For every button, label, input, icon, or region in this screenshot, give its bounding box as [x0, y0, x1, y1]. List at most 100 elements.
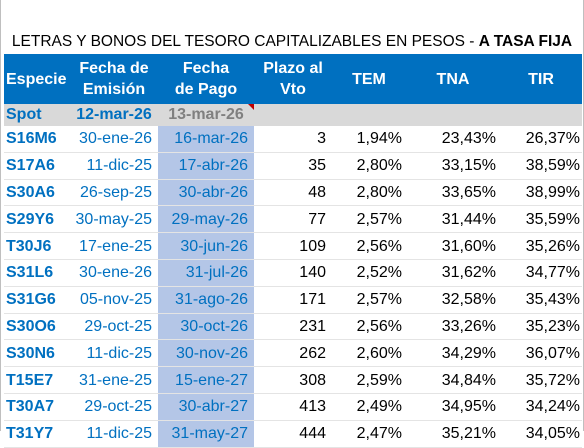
- header-tir: TIR: [500, 54, 582, 104]
- cell-especie: S29Y6: [4, 205, 70, 234]
- cell-especie: S17A6: [4, 152, 70, 180]
- cell-tna: 34,29%: [406, 339, 500, 368]
- table-row: T30A7 29-oct-25 30-abr-27 413 2,49% 34,95% 34,…: [4, 393, 582, 421]
- title-prefix: LETRAS Y BONOS DEL TESORO CAPITALIZABLES…: [11, 33, 479, 50]
- header-especie: Especie: [4, 54, 70, 104]
- spot-fecha-emision: 12-mar-26: [70, 104, 158, 126]
- cell-tem: 2,56%: [332, 232, 406, 260]
- cell-fecha-pago: 31-may-27: [158, 420, 254, 448]
- spot-fecha-pago-value: 13-mar-26: [168, 106, 244, 123]
- cell-plazo: 231: [254, 313, 332, 341]
- table-row: T31Y7 11-dic-25 31-may-27 444 2,47% 35,21% 34,…: [4, 420, 582, 448]
- table-row: T30J6 17-ene-25 30-jun-26 109 2,56% 31,60% 35,…: [4, 232, 582, 260]
- cell-tem: 2,80%: [332, 152, 406, 180]
- cell-fecha-pago: 30-nov-26: [158, 339, 254, 368]
- spot-empty-cell: [406, 104, 500, 126]
- cell-plazo: 109: [254, 232, 332, 260]
- cell-tna: 31,62%: [406, 259, 500, 287]
- cell-tem: 2,47%: [332, 420, 406, 448]
- cell-tna: 33,15%: [406, 152, 500, 180]
- header-fecha-pago-line1: Fecha: [182, 60, 230, 77]
- cell-fecha-emision: 05-nov-25: [70, 286, 158, 314]
- cell-tir: 35,43%: [500, 286, 582, 314]
- spot-empty-cell: [254, 104, 332, 126]
- cell-tna: 33,26%: [406, 313, 500, 341]
- cell-fecha-emision: 17-ene-25: [70, 232, 158, 260]
- cell-tem: 2,80%: [332, 179, 406, 207]
- header-fecha-pago: Fecha de Pago: [158, 54, 254, 104]
- cell-tna: 23,43%: [406, 126, 500, 153]
- cell-tem: 2,57%: [332, 286, 406, 314]
- cell-fecha-pago: 15-ene-27: [158, 366, 254, 394]
- cell-plazo: 140: [254, 259, 332, 287]
- cell-fecha-emision: 30-ene-26: [70, 259, 158, 287]
- cell-tir: 38,59%: [500, 152, 582, 180]
- column-gridline: [0, 0, 1, 431]
- spot-empty-cell: [500, 104, 582, 126]
- cell-tna: 33,65%: [406, 179, 500, 207]
- cell-plazo: 35: [254, 152, 332, 180]
- cell-tir: 35,23%: [500, 313, 582, 341]
- header-fecha-emision-line1: Fecha de: [79, 60, 149, 77]
- header-fecha-pago-line2: de Pago: [174, 81, 238, 98]
- cell-tir: 36,07%: [500, 339, 582, 368]
- cell-especie: S30A6: [4, 179, 70, 207]
- bonds-table: Especie Fecha de Emisión Fecha de Pago Pla…: [4, 54, 582, 448]
- cell-fecha-emision: 29-oct-25: [70, 393, 158, 421]
- title-emphasis: A TASA FIJA: [478, 33, 573, 50]
- cell-fecha-pago: 30-abr-26: [158, 179, 254, 207]
- cell-tir: 34,05%: [500, 420, 582, 448]
- spot-row: Spot 12-mar-26 13-mar-26: [4, 104, 582, 126]
- cell-fecha-emision: 31-ene-25: [70, 366, 158, 394]
- table-row: T15E7 31-ene-25 15-ene-27 308 2,59% 34,84% 35,…: [4, 366, 582, 394]
- table-row: S17A6 11-dic-25 17-abr-26 35 2,80% 33,15% 38,5…: [4, 152, 582, 180]
- cell-fecha-emision: 11-dic-25: [70, 420, 158, 448]
- cell-plazo: 262: [254, 339, 332, 368]
- cell-fecha-pago: 31-jul-26: [158, 259, 254, 287]
- header-row: Especie Fecha de Emisión Fecha de Pago Pla…: [4, 54, 582, 104]
- cell-tir: 34,24%: [500, 393, 582, 421]
- cell-especie: S31G6: [4, 286, 70, 314]
- cell-plazo: 171: [254, 286, 332, 314]
- cell-tir: 35,72%: [500, 366, 582, 394]
- table-title: LETRAS Y BONOS DEL TESORO CAPITALIZABLES…: [0, 30, 584, 54]
- cell-especie: T31Y7: [4, 420, 70, 448]
- cell-tem: 2,52%: [332, 259, 406, 287]
- table-row: S30O6 29-oct-25 30-oct-26 231 2,56% 33,26% 35,…: [4, 313, 582, 341]
- cell-fecha-pago: 29-may-26: [158, 205, 254, 234]
- cell-tem: 2,57%: [332, 205, 406, 234]
- cell-tir: 26,37%: [500, 126, 582, 153]
- cell-fecha-emision: 29-oct-25: [70, 313, 158, 341]
- header-tem: TEM: [332, 54, 406, 104]
- cell-especie: S31L6: [4, 259, 70, 287]
- spot-label: Spot: [4, 104, 70, 126]
- cell-fecha-pago: 16-mar-26: [158, 126, 254, 153]
- cell-tna: 31,44%: [406, 205, 500, 234]
- cell-fecha-pago: 30-abr-27: [158, 393, 254, 421]
- spot-empty-cell: [332, 104, 406, 126]
- header-tna: TNA: [406, 54, 500, 104]
- cell-plazo: 77: [254, 205, 332, 234]
- cell-plazo: 48: [254, 179, 332, 207]
- cell-especie: T30A7: [4, 393, 70, 421]
- cell-tem: 2,60%: [332, 339, 406, 368]
- cell-tna: 34,84%: [406, 366, 500, 394]
- cell-tem: 2,49%: [332, 393, 406, 421]
- spot-fecha-pago: 13-mar-26: [158, 104, 254, 126]
- cell-especie: S30O6: [4, 313, 70, 341]
- cell-tna: 31,60%: [406, 232, 500, 260]
- header-fecha-emision-line2: Emisión: [82, 81, 146, 98]
- cell-tir: 35,26%: [500, 232, 582, 260]
- cell-tem: 1,94%: [332, 126, 406, 153]
- cell-tem: 2,59%: [332, 366, 406, 394]
- header-fecha-emision: Fecha de Emisión: [70, 54, 158, 104]
- cell-especie: T30J6: [4, 232, 70, 260]
- cell-fecha-emision: 11-dic-25: [70, 152, 158, 180]
- cell-tir: 35,59%: [500, 205, 582, 234]
- cell-especie: S16M6: [4, 126, 70, 153]
- cell-fecha-emision: 11-dic-25: [70, 339, 158, 368]
- header-plazo: Plazo al Vto: [254, 54, 332, 104]
- cell-fecha-pago: 31-ago-26: [158, 286, 254, 314]
- table-row: S30A6 26-sep-25 30-abr-26 48 2,80% 33,65% 38,9…: [4, 179, 582, 207]
- cell-plazo: 413: [254, 393, 332, 421]
